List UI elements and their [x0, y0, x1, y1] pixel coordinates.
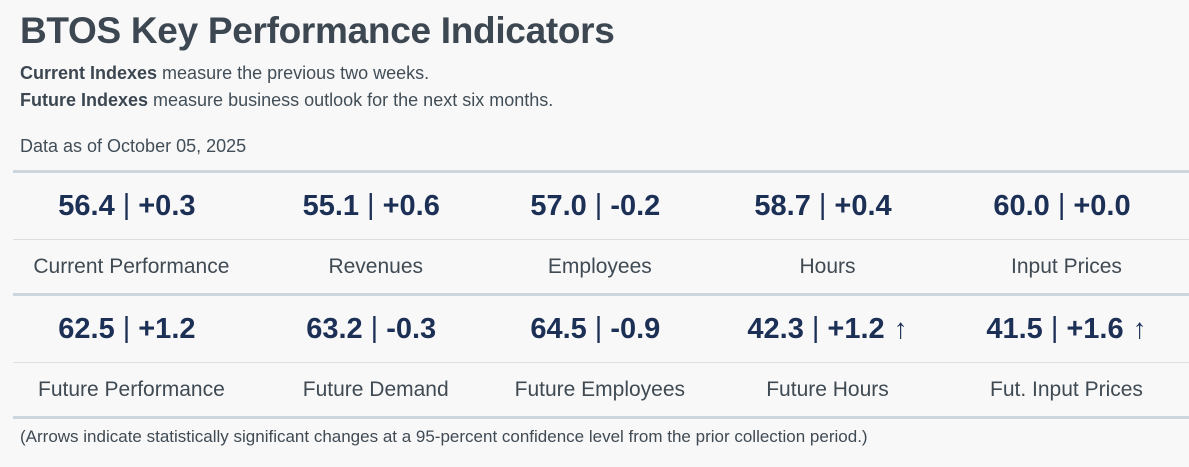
- change-value: -0.3: [386, 312, 437, 345]
- subtitle-future-indexes-rest: measure business outlook for the next si…: [148, 90, 554, 111]
- value-separator: |: [122, 311, 131, 344]
- change-value: -0.2: [610, 189, 661, 222]
- page-title: BTOS Key Performance Indicators: [20, 10, 615, 51]
- subtitle-line-current-indexes: Current Indexes measure the previous two…: [20, 60, 1169, 87]
- value-separator: |: [1050, 311, 1059, 344]
- btos-kpi-dashboard: BTOS Key Performance Indicators Current …: [0, 10, 1189, 467]
- value-separator: |: [811, 311, 820, 344]
- future-values-row: 62.5 | +1.2 63.2 | -0.3 64.5 | -0.9 42.3 | +1.2 ↑…: [0, 296, 1189, 362]
- significance-arrow-icon: ↑: [893, 312, 908, 344]
- value-separator: |: [1057, 188, 1066, 221]
- index-value: 41.5: [986, 312, 1043, 345]
- index-value: 63.2: [306, 312, 363, 345]
- change-value: +1.6: [1066, 312, 1124, 345]
- kpi-label-future-employees: Future Employees: [514, 377, 686, 401]
- value-separator: |: [367, 188, 375, 221]
- kpi-label-employees: Employees: [547, 254, 652, 278]
- index-value: 64.5: [530, 312, 587, 345]
- kpi-value-employees: 57.0 | -0.2: [489, 188, 711, 223]
- kpi-value-future-performance: 62.5 | +1.2: [0, 311, 263, 346]
- subtitle-line-future-indexes: Future Indexes measure business outlook …: [20, 87, 1169, 114]
- index-value: 56.4: [58, 189, 115, 222]
- kpi-value-revenues: 55.1 | +0.6: [263, 188, 489, 223]
- value-separator: |: [122, 188, 131, 221]
- kpi-label-future-demand: Future Demand: [302, 377, 449, 401]
- kpi-label-future-performance: Future Performance: [38, 377, 225, 401]
- index-value: 55.1: [302, 189, 360, 222]
- divider: [13, 170, 1189, 174]
- value-separator: |: [594, 188, 603, 221]
- divider: [13, 362, 1189, 364]
- kpi-value-hours: 58.7 | +0.4: [711, 188, 944, 223]
- value-separator: |: [594, 311, 603, 344]
- kpi-label-hours: Hours: [799, 254, 856, 278]
- change-value: +1.2: [138, 312, 196, 345]
- data-as-of-date: Data as of October 05, 2025: [20, 136, 247, 157]
- index-value: 58.7: [754, 189, 811, 222]
- kpi-value-input-prices: 60.0 | +0.0: [944, 188, 1189, 223]
- index-value: 42.3: [747, 312, 804, 345]
- value-separator: |: [818, 188, 827, 221]
- change-value: +1.2: [827, 312, 885, 345]
- kpi-label-future-hours: Future Hours: [766, 377, 889, 401]
- divider: [13, 293, 1189, 297]
- current-values-row: 56.4 | +0.3 55.1 | +0.6 57.0 | -0.2 58.7 | +0.4 …: [0, 173, 1189, 239]
- change-value: +0.4: [834, 189, 892, 222]
- kpi-label-future-input-prices: Fut. Input Prices: [990, 377, 1143, 401]
- subtitle-future-indexes-bold: Future Indexes: [20, 90, 149, 111]
- index-value: 62.5: [58, 312, 115, 345]
- significance-arrow-icon: ↑: [1132, 312, 1147, 344]
- index-value: 57.0: [530, 189, 587, 222]
- change-value: +0.0: [1073, 189, 1131, 222]
- kpi-value-current-performance: 56.4 | +0.3: [0, 188, 263, 223]
- change-value: -0.9: [610, 312, 661, 345]
- kpi-value-future-hours: 42.3 | +1.2 ↑: [711, 311, 944, 346]
- value-separator: |: [370, 311, 379, 344]
- subtitle-current-indexes-bold: Current Indexes: [20, 63, 158, 84]
- subtitle-current-indexes-rest: measure the previous two weeks.: [157, 63, 430, 84]
- divider: [13, 416, 1189, 420]
- change-value: +0.6: [382, 189, 440, 222]
- subtitle: Current Indexes measure the previous two…: [20, 60, 1169, 114]
- significance-footnote: (Arrows indicate statistically significa…: [20, 427, 868, 447]
- divider: [13, 239, 1189, 241]
- current-labels-row: Current Performance Revenues Employees H…: [0, 240, 1189, 293]
- change-value: +0.3: [138, 189, 196, 222]
- index-value: 60.0: [993, 189, 1050, 222]
- kpi-label-current-performance: Current Performance: [33, 254, 230, 278]
- kpi-value-future-input-prices: 41.5 | +1.6 ↑: [944, 311, 1189, 346]
- future-labels-row: Future Performance Future Demand Future …: [0, 363, 1189, 416]
- kpi-label-revenues: Revenues: [328, 254, 423, 278]
- kpi-label-input-prices: Input Prices: [1011, 254, 1122, 278]
- kpi-value-future-demand: 63.2 | -0.3: [263, 311, 489, 346]
- kpi-value-future-employees: 64.5 | -0.9: [489, 311, 711, 346]
